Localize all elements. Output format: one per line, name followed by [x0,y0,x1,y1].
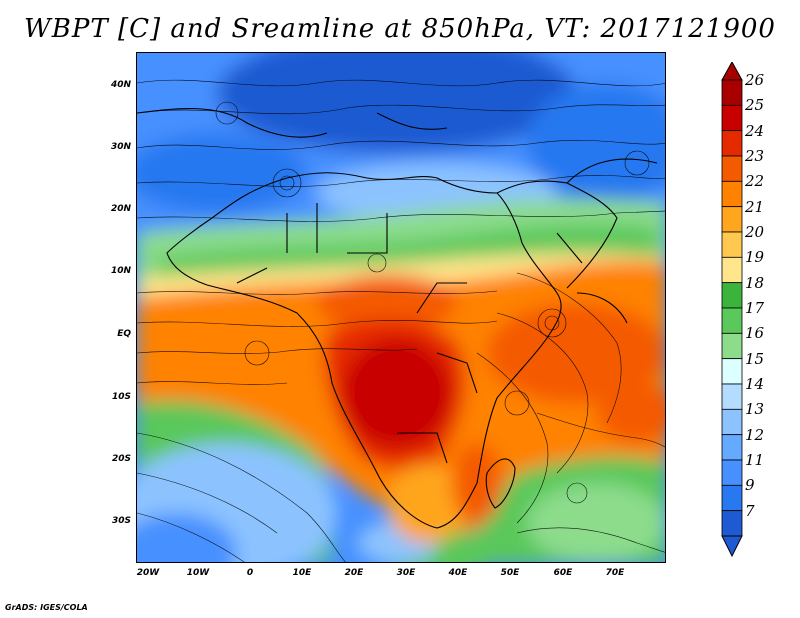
lat-label-30n: 30N [110,142,131,152]
colorbar-label: 16 [745,324,765,343]
lon-label-60e: 60E [553,568,573,578]
colorbar-block [721,459,743,486]
coastlines [137,107,658,529]
colorbar-label: 18 [745,273,765,292]
footer-credit: GrADS: IGES/COLA [5,603,88,612]
colorbar-block [721,510,743,537]
colorbar-label: 14 [745,375,765,393]
colorbar-label: 9 [745,476,755,495]
colorbar-label: 24 [745,121,765,140]
lat-label-eq: EQ [117,329,131,339]
wbpt-map [137,53,665,562]
colorbar-label: 22 [745,172,765,191]
colorbar-label: 19 [745,248,765,267]
colorbar-block [721,383,743,410]
lon-label-70e: 70E [605,568,625,578]
streamlines [137,79,665,562]
colorbar-block [721,256,743,284]
colorbar-block [721,231,743,258]
lat-label-30s: 30S [111,516,131,526]
colorbar-block [721,332,743,360]
colorbar-block [721,130,743,157]
colorbar-block [721,180,743,208]
colorbar-label: 7 [745,501,755,520]
colorbar-block [721,79,743,106]
lon-label-10w: 10W [186,568,210,578]
colorbar-block [721,155,743,182]
colorbar-label: 11 [745,451,765,469]
lon-label-30e: 30E [396,568,416,578]
lon-label-10e: 10E [292,568,312,578]
wbpt-field [137,53,665,562]
colorbar [721,62,743,558]
colorbar-block [721,104,743,132]
colorbar-block [721,307,743,334]
lon-label-40e: 40E [448,568,468,578]
colorbar-block [721,206,743,233]
map-panel [136,52,666,563]
colorbar-label: 13 [745,400,765,419]
colorbar-label: 17 [745,299,765,317]
chart-title: WBPT [C] and Sreamline at 850hPa, VT: 20… [24,14,776,44]
lat-label-20s: 20S [111,454,131,464]
lat-label-20n: 20N [110,204,131,214]
colorbar-label: 25 [745,96,765,115]
lat-label-10n: 10N [110,266,131,276]
lat-label-10s: 10S [111,392,131,402]
colorbar-label: 21 [745,197,765,216]
colorbar-blocks [721,79,743,537]
colorbar-top-arrow [721,62,743,81]
colorbar-label: 23 [745,147,765,165]
lon-label-0: 0 [246,568,254,578]
colorbar-label: 26 [745,71,765,89]
colorbar-label: 20 [745,223,765,241]
colorbar-block [721,484,743,512]
colorbar-block [721,358,743,385]
lon-label-20e: 20E [344,568,364,578]
lat-label-40n: 40N [110,80,131,90]
colorbar-block [721,434,743,461]
lon-label-20w: 20W [136,568,160,578]
colorbar-label: 15 [745,349,765,368]
colorbar-bottom-arrow [721,535,743,558]
colorbar-block [721,282,743,309]
colorbar-block [721,408,743,436]
lon-label-50e: 50E [500,568,520,578]
colorbar-label: 12 [745,425,765,444]
